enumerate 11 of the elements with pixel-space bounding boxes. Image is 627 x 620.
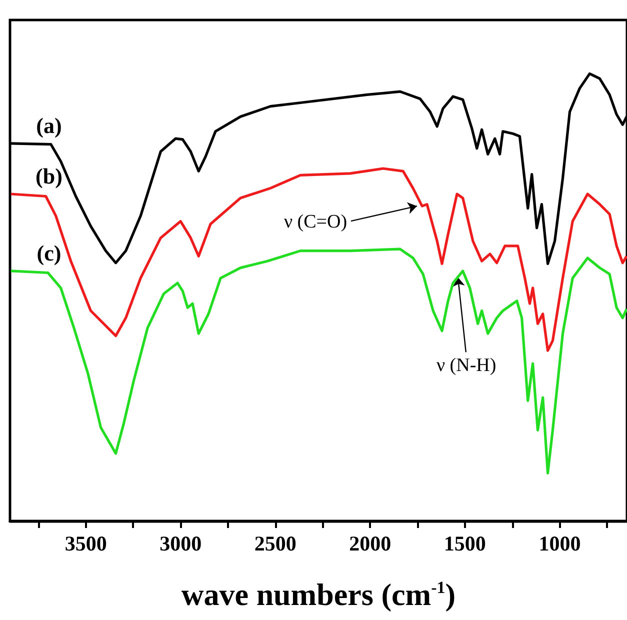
x-tick-label: 3500 [64, 532, 107, 556]
annotation: ν (C=O) [284, 211, 348, 232]
x-tick-label: 3000 [160, 532, 202, 556]
series-label: (b) [36, 164, 62, 189]
x-tick-label: 1500 [444, 532, 486, 556]
annotation: ν (N-H) [436, 355, 496, 376]
x-tick-label: 2000 [349, 532, 392, 556]
x-tick-label: 1000 [538, 532, 581, 556]
series-label: (c) [36, 240, 62, 266]
x-tick-label: 2500 [254, 532, 296, 556]
series-label: (a) [36, 112, 62, 138]
